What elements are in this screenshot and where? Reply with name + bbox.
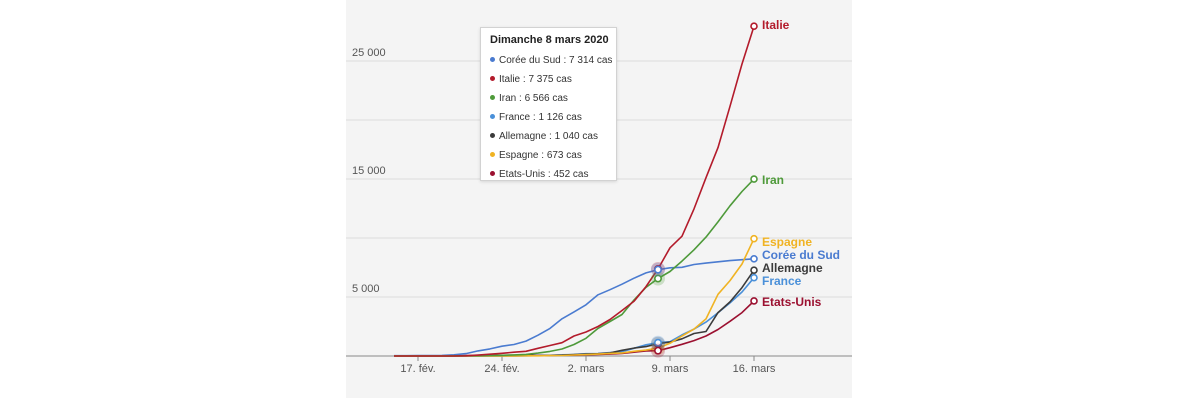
legend-dot-icon [490, 170, 495, 176]
x-tick-label: 2. mars [568, 363, 605, 375]
tooltip-title: Dimanche 8 mars 2020 [490, 34, 609, 46]
y-tick-label: 5 000 [352, 283, 380, 295]
tooltip-row-text: Iran : 6 566 cas [499, 93, 568, 104]
x-tick-label: 9. mars [652, 363, 689, 375]
tooltip-row: Iran : 6 566 cas [490, 89, 616, 108]
end-point[interactable] [750, 273, 758, 282]
y-tick-label: 25 000 [352, 47, 386, 59]
tooltip-row: France : 1 126 cas [490, 108, 616, 127]
tooltip-row: Allemagne : 1 040 cas [490, 127, 616, 146]
tooltip-row: Espagne : 673 cas [490, 146, 616, 165]
tooltip-row-text: Espagne : 673 cas [499, 150, 582, 161]
tooltip-row: Etats-Unis : 452 cas [490, 165, 616, 184]
chart-tooltip: Dimanche 8 mars 2020 Corée du Sud : 7 31… [480, 27, 617, 181]
series-line-Etats-Unis[interactable] [394, 300, 755, 357]
tooltip-row: Italie : 7 375 cas [490, 70, 616, 89]
series-line-Corée du Sud[interactable] [394, 258, 755, 357]
x-tick-label: 16. mars [733, 363, 776, 375]
tooltip-row-text: Etats-Unis : 452 cas [499, 169, 589, 180]
legend-dot-icon [490, 113, 495, 119]
end-point[interactable] [750, 297, 758, 305]
end-point[interactable] [750, 234, 758, 243]
series-line-Iran[interactable] [394, 178, 755, 357]
legend-dot-icon [490, 132, 495, 138]
series-label: Allemagne [762, 261, 823, 275]
tooltip-rows: Corée du Sud : 7 314 cas Italie : 7 375 c… [490, 51, 616, 184]
tooltip-row-text: Allemagne : 1 040 cas [499, 131, 598, 142]
legend-dot-icon [490, 75, 495, 81]
series-label: Etats-Unis [762, 295, 822, 309]
tooltip-row: Corée du Sud : 7 314 cas [490, 51, 616, 70]
series-line-Allemagne[interactable] [394, 269, 755, 357]
series-line-Italie[interactable] [394, 25, 755, 357]
legend-dot-icon [490, 94, 495, 100]
series-label: Iran [762, 173, 784, 187]
series-label: Corée du Sud [762, 248, 840, 262]
highlight-point[interactable] [653, 265, 662, 274]
end-point[interactable] [750, 266, 758, 274]
x-tick-label: 24. fév. [484, 363, 519, 375]
highlight-point[interactable] [653, 338, 662, 347]
tooltip-row-text: Italie : 7 375 cas [499, 74, 572, 85]
tooltip-row-text: France : 1 126 cas [499, 112, 582, 123]
highlight-point[interactable] [653, 274, 662, 283]
tooltip-row-text: Corée du Sud : 7 314 cas [499, 55, 613, 66]
series-label: Italie [762, 18, 790, 32]
end-point[interactable] [750, 255, 758, 263]
legend-dot-icon [490, 56, 495, 62]
end-point[interactable] [750, 22, 758, 31]
series-label: France [762, 274, 802, 288]
legend-dot-icon [490, 151, 495, 157]
series-label: Espagne [762, 235, 812, 249]
end-point[interactable] [750, 175, 758, 183]
y-tick-label: 15 000 [352, 165, 386, 177]
highlight-point[interactable] [653, 346, 662, 355]
x-tick-label: 17. fév. [400, 363, 435, 375]
